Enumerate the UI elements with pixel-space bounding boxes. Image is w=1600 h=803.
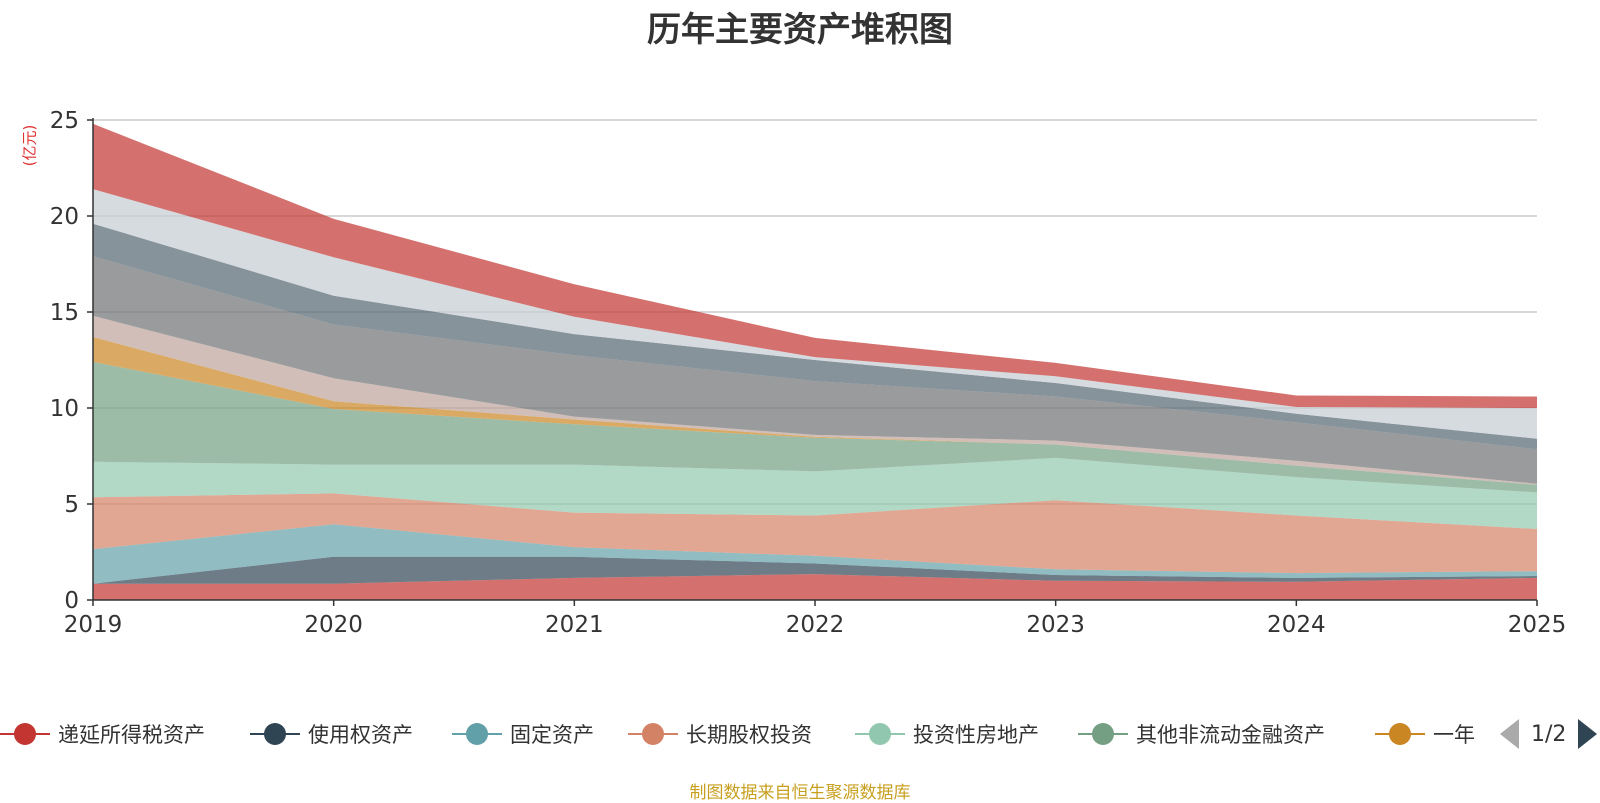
y-axis-unit: (亿元): [14, 120, 44, 180]
legend-label: 固定资产: [510, 723, 594, 747]
legend-label: 长期股权投资: [686, 723, 812, 747]
legend-label: 投资性房地产: [913, 723, 1039, 747]
legend-marker-icon: [452, 722, 502, 746]
x-tick-label: 2025: [1508, 612, 1567, 638]
area-series-10: [93, 223, 1537, 450]
x-tick-label: 2020: [304, 612, 363, 638]
x-tick-label: 2021: [545, 612, 604, 638]
area-series-11: [93, 189, 1537, 439]
legend-item[interactable]: 递延所得税资产: [0, 714, 205, 754]
legend-marker-icon: [628, 722, 678, 746]
x-tick-label: 2019: [64, 612, 123, 638]
legend-label: 使用权资产: [308, 723, 413, 747]
area-series-2: [93, 556, 1537, 584]
legend-label: 一年: [1433, 723, 1475, 747]
y-tick-label: 15: [50, 300, 79, 326]
area-series-6: [93, 361, 1537, 493]
x-tick-label: 2024: [1267, 612, 1326, 638]
legend-next-page-button[interactable]: [1578, 719, 1598, 749]
y-tick-label: 25: [50, 108, 79, 134]
legend-item[interactable]: 使用权资产: [250, 714, 413, 754]
legend-item[interactable]: 其他非流动金融资产: [1078, 714, 1325, 754]
area-series-9: [93, 256, 1537, 484]
legend: 递延所得税资产 使用权资产 固定资产 长期股权投资 投资性房地产 其他非流动金融资产 一年: [0, 714, 1600, 754]
area-series-1: [93, 574, 1537, 600]
legend-marker-icon: [0, 722, 50, 746]
area-series-12: [93, 123, 1537, 409]
legend-pager: 1/2: [1500, 714, 1598, 754]
area-series-4: [93, 493, 1537, 574]
area-series-7: [93, 337, 1537, 485]
legend-prev-page-button[interactable]: [1500, 719, 1519, 749]
legend-marker-icon: [855, 722, 905, 746]
x-tick-label: 2023: [1026, 612, 1085, 638]
legend-label: 递延所得税资产: [58, 723, 205, 747]
y-tick-label: 5: [64, 492, 79, 518]
area-series-5: [93, 457, 1537, 529]
y-tick-label: 10: [50, 396, 79, 422]
area-series-8: [93, 315, 1537, 485]
legend-item[interactable]: 固定资产: [452, 714, 594, 754]
data-source-note: 制图数据来自恒生聚源数据库: [689, 783, 911, 803]
legend-page-indicator: 1/2: [1531, 721, 1567, 747]
x-tick-label: 2022: [786, 612, 845, 638]
legend-marker-icon: [1078, 722, 1128, 746]
area-series: [93, 123, 1537, 600]
y-tick-label: 0: [64, 588, 79, 614]
y-axis-unit-label: (亿元): [20, 124, 39, 167]
legend-marker-icon: [250, 722, 300, 746]
legend-label: 其他非流动金融资产: [1136, 723, 1325, 747]
legend-item[interactable]: 一年: [1375, 714, 1475, 754]
chart-title: 历年主要资产堆积图: [647, 10, 953, 50]
y-tick-label: 20: [50, 204, 79, 230]
legend-item[interactable]: 长期股权投资: [628, 714, 812, 754]
legend-marker-icon: [1375, 722, 1425, 746]
area-series-3: [93, 524, 1537, 584]
legend-item[interactable]: 投资性房地产: [855, 714, 1039, 754]
